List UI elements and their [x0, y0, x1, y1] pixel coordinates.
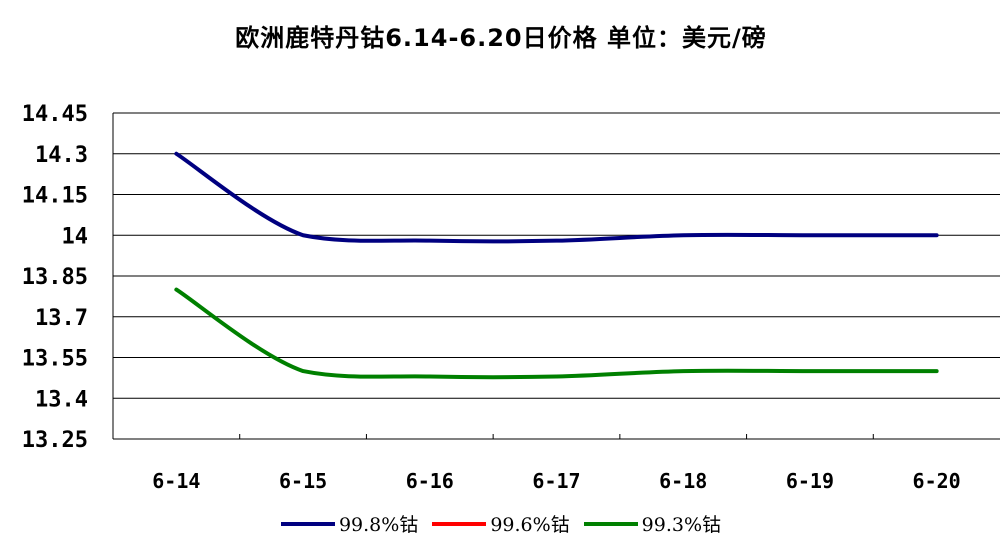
y-tick-label: 13.7	[35, 306, 88, 331]
x-tick-label: 6-15	[279, 469, 327, 493]
x-tick-label: 6-20	[913, 469, 961, 493]
axes	[112, 113, 1000, 440]
x-axis-ticks: 6-14 6-15 6-16 6-17 6-18 6-19 6-20	[152, 469, 960, 493]
legend-label: 99.3%钴	[641, 514, 722, 536]
legend-swatch	[280, 521, 335, 526]
series-line	[174, 287, 939, 380]
y-tick-label: 14.45	[22, 102, 88, 127]
gridlines	[113, 112, 1000, 399]
legend: 99.8%钴 99.6%钴 99.3%钴	[0, 510, 1002, 537]
series-lines	[174, 151, 939, 380]
legend-item: 99.8%钴	[280, 510, 419, 537]
x-tick-label: 6-14	[152, 469, 200, 493]
y-tick-label: 13.55	[22, 347, 88, 372]
y-tick-label: 14.15	[22, 184, 88, 209]
legend-item: 99.3%钴	[583, 510, 722, 537]
y-tick-label: 13.85	[22, 265, 88, 290]
x-tick-label: 6-19	[786, 469, 834, 493]
y-tick-label: 14.3	[35, 143, 88, 168]
y-tick-label: 13.4	[35, 387, 88, 412]
x-tick-label: 6-18	[659, 469, 707, 493]
y-axis-ticks: 14.45 14.3 14.15 14 13.85 13.7 13.55 13.4 13.25	[22, 102, 88, 453]
legend-item: 99.6%钴	[432, 510, 570, 537]
x-tick-label: 6-17	[532, 469, 580, 493]
legend-label: 99.6%钴	[490, 514, 570, 536]
series-line	[174, 151, 939, 244]
legend-label: 99.8%钴	[338, 514, 419, 536]
y-tick-label: 14	[62, 224, 89, 249]
x-tick-label: 6-16	[406, 469, 454, 493]
chart-title: 欧洲鹿特丹钴6.14-6.20日价格 单位：美元/磅	[235, 24, 767, 52]
legend-swatch	[432, 521, 487, 526]
y-tick-label: 13.25	[22, 428, 88, 453]
legend-swatch	[583, 521, 638, 526]
